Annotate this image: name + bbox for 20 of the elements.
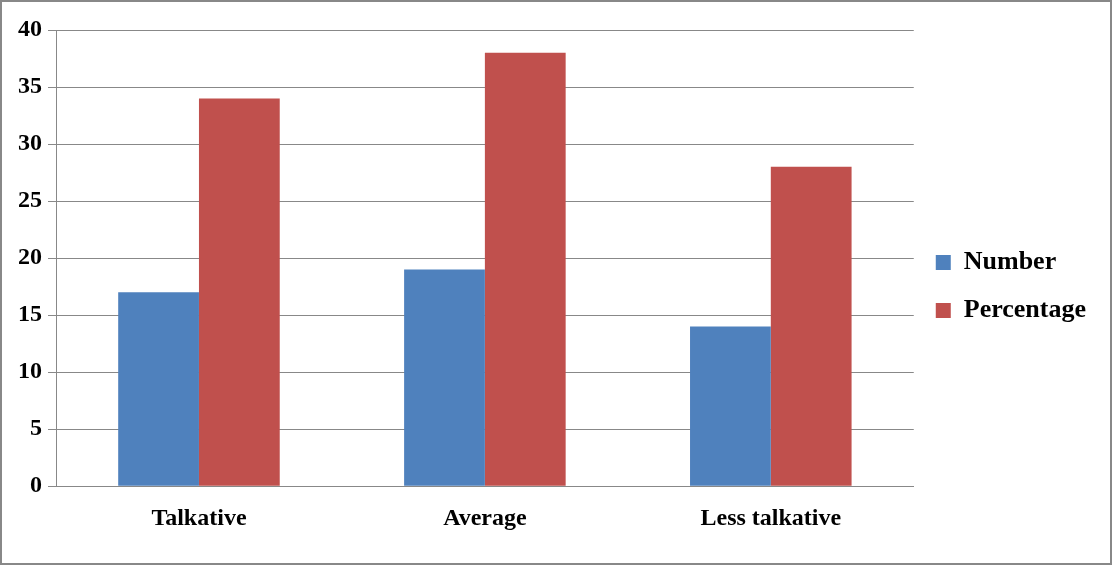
y-tick-label: 35 — [18, 72, 42, 99]
legend-label: Number — [963, 246, 1057, 276]
y-tick-label: 5 — [30, 414, 42, 441]
bar — [770, 166, 852, 486]
y-tick-label: 0 — [30, 471, 42, 498]
y-tick-label: 30 — [18, 129, 42, 156]
y-tick-label: 25 — [18, 186, 42, 213]
bar — [118, 292, 199, 486]
y-tick-label: 40 — [18, 15, 42, 42]
x-tick-label: Average — [443, 503, 527, 530]
bar — [404, 269, 485, 486]
y-tick-label: 15 — [18, 300, 42, 327]
x-tick-label: Less talkative — [700, 503, 842, 530]
y-tick-label: 20 — [18, 243, 42, 270]
bar — [690, 326, 771, 486]
bar — [198, 98, 280, 486]
x-tick-label: Talkative — [151, 503, 247, 530]
y-tick-label: 10 — [18, 357, 42, 384]
bar — [484, 52, 566, 486]
legend-label: Percentage — [963, 294, 1086, 324]
